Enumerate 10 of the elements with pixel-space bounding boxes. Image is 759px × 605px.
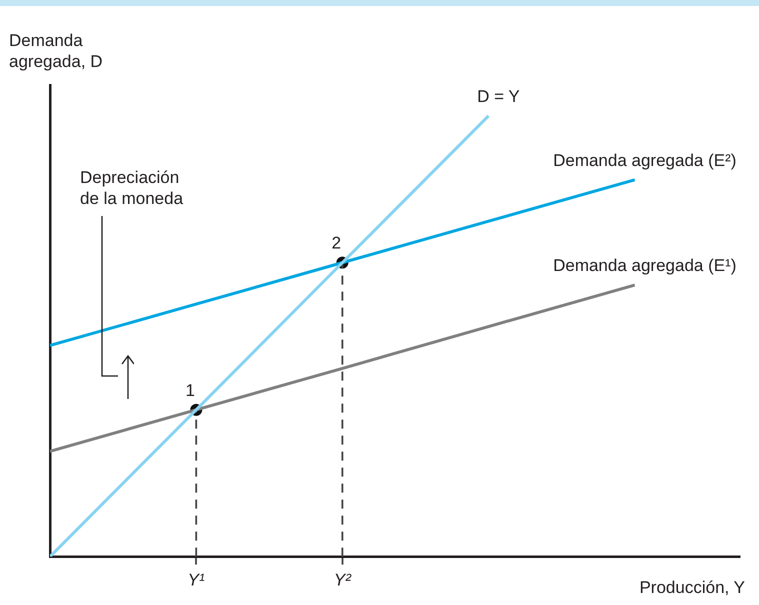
annotation: Depreciación de la moneda [80, 168, 184, 208]
x-axis-title: Producción, Y [639, 578, 745, 598]
series-label: D = Y [477, 86, 520, 106]
x-tick-label: Y² [334, 570, 352, 590]
series-label: Demanda agregada (E²) [553, 150, 736, 170]
y-axis-title: Demanda agregada, D [9, 30, 104, 72]
x-tick-label: Y¹ [188, 570, 206, 590]
series-label: Demanda agregada (E¹) [553, 256, 736, 276]
annotation: 2 [332, 234, 342, 253]
annotation: 1 [185, 380, 195, 400]
